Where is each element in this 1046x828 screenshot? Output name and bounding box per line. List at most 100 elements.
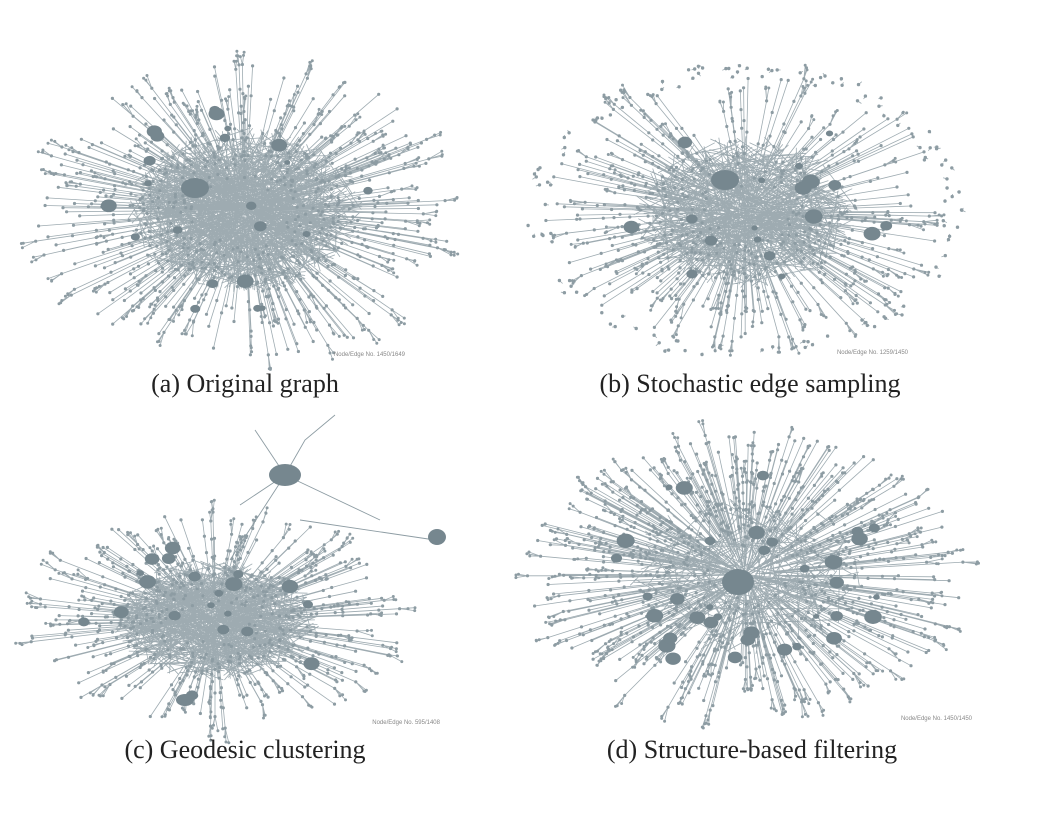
hub-node — [665, 484, 673, 491]
hub-node — [675, 481, 693, 495]
hub-node — [130, 233, 140, 241]
hub-node — [753, 236, 762, 243]
hub-node — [144, 180, 152, 187]
hub-node — [253, 304, 262, 312]
hub-node — [271, 138, 288, 152]
hub-node — [303, 657, 320, 671]
hub-node — [623, 220, 640, 234]
hub-node — [161, 553, 176, 564]
hub-node — [686, 269, 698, 279]
hub-node — [864, 609, 882, 624]
hub-node — [794, 162, 803, 170]
hub-node — [269, 464, 301, 486]
hub-node — [217, 624, 230, 635]
hub-node — [740, 633, 756, 646]
hub-node — [233, 570, 244, 579]
hub-node — [711, 170, 739, 190]
hub-node — [188, 571, 201, 582]
hub-node — [281, 579, 299, 594]
hub-node — [207, 279, 219, 289]
hub-node — [813, 613, 820, 619]
graph-nodes — [14, 498, 417, 745]
graph-nodes — [526, 63, 964, 357]
hub-node — [706, 604, 714, 610]
hub-node — [224, 610, 232, 617]
hub-node — [880, 221, 893, 231]
hub-node — [302, 230, 311, 238]
hub-node — [704, 235, 718, 246]
hub-node — [792, 642, 802, 651]
hub-node — [703, 616, 719, 629]
hub-node — [168, 610, 181, 621]
graph-stat: Node/Edge No. 1450/1450 — [901, 716, 973, 722]
hub-node — [143, 155, 156, 166]
caption: (a) Original graph — [151, 369, 339, 398]
hub-node — [254, 221, 267, 232]
hub-node — [828, 179, 842, 191]
graph-nodes — [514, 419, 980, 730]
hub-node — [190, 304, 201, 313]
hub-node — [207, 602, 215, 609]
hub-node — [777, 643, 793, 656]
hub-node — [302, 600, 314, 609]
hub-node — [863, 226, 881, 241]
caption: (d) Structure-based filtering — [607, 735, 897, 764]
hub-node — [873, 594, 880, 600]
hub-node — [778, 273, 786, 280]
graph-edges — [229, 414, 436, 561]
hub-node — [794, 181, 812, 195]
hub-node — [176, 694, 194, 706]
hub-node — [610, 553, 623, 563]
hub-node — [670, 593, 685, 605]
hub-node — [78, 617, 90, 627]
hub-node — [208, 107, 225, 121]
hub-node — [766, 537, 779, 547]
graph-edges — [21, 51, 458, 370]
hub-node — [284, 160, 291, 165]
hub-node — [245, 201, 257, 211]
hub-node — [225, 577, 243, 592]
hub-node — [689, 611, 706, 625]
graph-stat: Node/Edge No. 1450/1649 — [334, 352, 406, 358]
hub-node — [144, 553, 160, 565]
hub-node — [826, 631, 842, 645]
hub-node — [722, 569, 754, 595]
hub-node — [686, 214, 698, 224]
graph-stat: Node/Edge No. 595/1408 — [372, 720, 440, 726]
hub-node — [851, 532, 868, 546]
hub-node — [219, 133, 231, 143]
hub-node — [100, 199, 117, 213]
graph-nodes — [19, 49, 460, 371]
hub-node — [763, 251, 776, 261]
graph-drawings — [14, 49, 980, 745]
caption: (c) Geodesic clustering — [124, 735, 365, 764]
hub-node — [868, 523, 880, 533]
hub-node — [663, 632, 678, 644]
hub-node — [713, 613, 723, 621]
hub-node — [224, 125, 232, 132]
hub-node — [136, 570, 144, 577]
graph-stat: Node/Edge No. 1259/1450 — [837, 350, 909, 356]
hub-node — [181, 178, 209, 198]
hub-node — [642, 592, 653, 601]
hub-node — [830, 610, 843, 622]
hub-node — [825, 130, 834, 137]
hub-node — [751, 225, 758, 231]
hub-node — [428, 529, 446, 545]
hub-node — [616, 533, 635, 548]
hub-node — [756, 470, 770, 481]
hub-node — [824, 555, 843, 570]
hub-node — [646, 608, 664, 623]
hub-node — [113, 606, 129, 619]
hub-node — [677, 136, 693, 149]
hub-node — [748, 525, 765, 540]
graph-edges — [15, 500, 416, 743]
hub-node — [241, 626, 254, 637]
hub-node — [139, 575, 156, 589]
hub-node — [146, 125, 162, 138]
hub-node — [799, 564, 810, 573]
hub-node — [758, 177, 766, 184]
hub-node — [665, 652, 681, 665]
